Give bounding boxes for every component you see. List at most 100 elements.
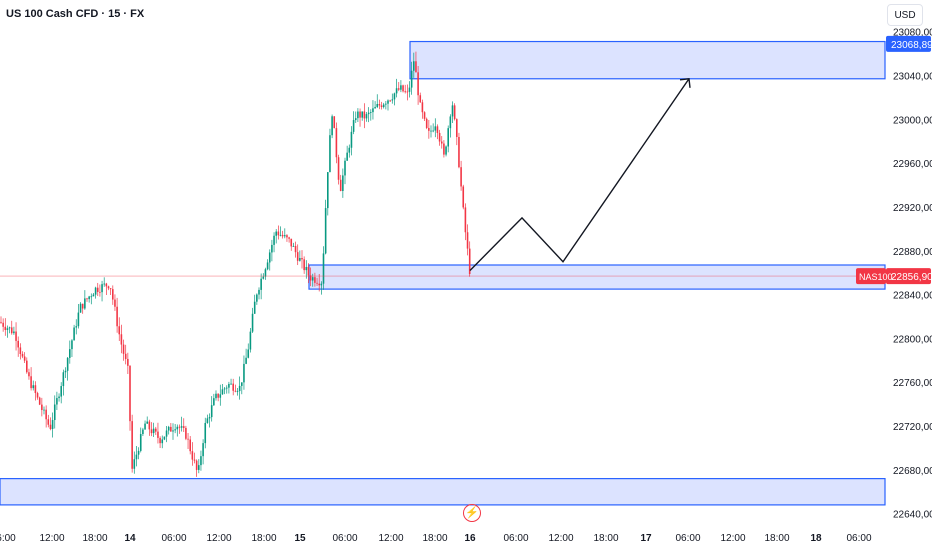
candle-body (180, 426, 183, 428)
candle (382, 102, 385, 109)
candle (84, 290, 86, 310)
candle (344, 157, 346, 185)
candle (449, 114, 452, 138)
candle (107, 285, 110, 291)
candle-body (288, 237, 290, 239)
lightning-icon[interactable]: ⚡ (463, 504, 481, 522)
candle (402, 84, 404, 93)
candle-body (41, 404, 43, 411)
candle-body (279, 234, 282, 236)
candle-body (404, 91, 406, 93)
candle-body (81, 303, 84, 309)
candle (464, 203, 467, 241)
candle-body (258, 289, 260, 295)
candle (385, 100, 387, 110)
candle-body (307, 266, 310, 276)
x-tick-label: 15 (294, 533, 306, 544)
candle (348, 144, 351, 158)
candle (178, 424, 181, 434)
candle-body (428, 127, 430, 131)
candle (447, 125, 449, 153)
candle (445, 145, 447, 157)
candle-body (185, 427, 187, 439)
candle (137, 447, 140, 460)
candle (453, 103, 456, 121)
candle-body (273, 235, 275, 245)
candle (101, 280, 103, 302)
candle (387, 99, 389, 111)
candle-body (249, 331, 252, 350)
candle-body (51, 420, 54, 430)
candle (391, 93, 394, 104)
candle (352, 111, 355, 135)
currency-button[interactable]: USD (887, 4, 923, 26)
candle-body (64, 370, 67, 373)
candle (331, 114, 333, 139)
candle-body (223, 388, 226, 390)
candle (443, 140, 445, 158)
candle (451, 101, 454, 123)
candle-body (460, 167, 462, 187)
candle-body (309, 275, 312, 281)
demand-zone-mid (308, 264, 886, 290)
candle (163, 436, 166, 441)
candle-body (165, 430, 168, 437)
candle (271, 239, 273, 262)
candle (77, 303, 80, 329)
candle-body (376, 104, 379, 107)
candle (292, 242, 295, 247)
candle (367, 107, 370, 123)
candle-body (21, 354, 24, 357)
x-tick-label: 06:00 (675, 533, 700, 544)
candle-body (109, 288, 112, 290)
candle-body (421, 102, 424, 113)
candle-body (124, 353, 127, 359)
candle-body (305, 266, 308, 271)
candle-body (434, 126, 437, 131)
candle (417, 66, 419, 105)
last-price-label-bg (886, 268, 931, 285)
x-tick-label: 18 (810, 533, 822, 544)
candle (440, 136, 443, 149)
candle (133, 451, 136, 474)
candle-body (163, 436, 166, 440)
candle (249, 327, 252, 353)
candle (49, 417, 52, 431)
candle-body (447, 128, 449, 147)
candle-body (144, 423, 146, 430)
candle-body (410, 70, 413, 88)
candle (266, 259, 269, 271)
candle-body (213, 398, 215, 406)
candle-body (365, 114, 368, 119)
candle-body (122, 344, 125, 354)
candle-body (372, 108, 374, 113)
candle-body (127, 358, 129, 366)
candle-body (139, 434, 142, 451)
candle (109, 287, 112, 296)
candle (342, 168, 344, 198)
y-tick-label: 22920,00 (893, 203, 932, 214)
candle-body (346, 152, 348, 161)
candle (43, 406, 45, 415)
candle-body (34, 385, 37, 394)
candle (230, 378, 232, 385)
candle (322, 246, 325, 290)
candle (92, 292, 95, 297)
candle-body (406, 91, 409, 93)
candle (47, 414, 50, 428)
candle (90, 293, 93, 305)
candle (127, 352, 129, 374)
candle-body (36, 393, 39, 398)
symbol-title[interactable]: US 100 Cash CFD · 15 · FX (6, 8, 145, 20)
candle-body (393, 93, 396, 100)
candle (247, 343, 250, 359)
candle (79, 302, 82, 313)
y-tick-label: 23080,00 (893, 28, 932, 39)
candle (159, 436, 161, 448)
candle (4, 318, 7, 336)
candle (152, 422, 155, 438)
candle (232, 378, 234, 396)
candle-body (99, 291, 101, 293)
